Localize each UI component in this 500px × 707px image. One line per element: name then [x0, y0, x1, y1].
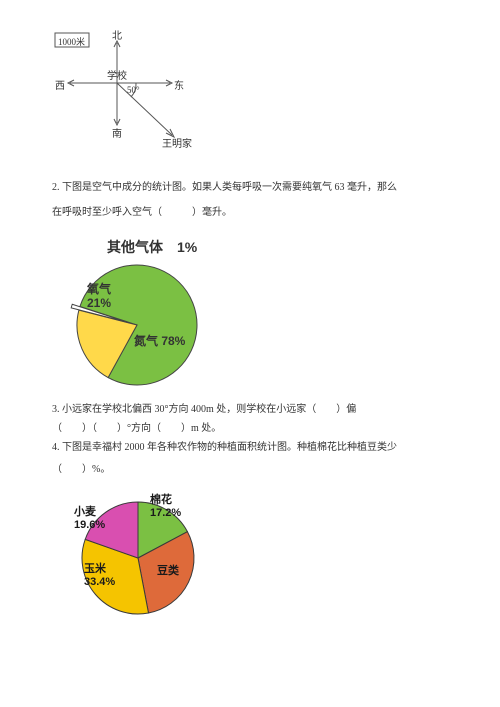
house-label: 王明家: [162, 135, 192, 150]
q2-line1: 2. 下图是空气中成分的统计图。如果人类每呼吸一次需要纯氧气 63 毫升，那么: [52, 177, 452, 198]
crops-pie-chart: 棉花 17.2%豆类玉米 33.4%小麦 19.6%: [62, 498, 262, 628]
south-label: 南: [112, 125, 122, 140]
school-label: 学校: [107, 67, 127, 82]
angle-label: 50°: [127, 85, 140, 95]
q2-line2: 在呼吸时至少呼入空气（ ）毫升。: [52, 202, 452, 223]
west-label: 西: [55, 77, 65, 92]
pie1-label-nitrogen: 氮气 78%: [134, 332, 185, 349]
scale-label: 1000米: [58, 35, 85, 48]
q4-line1: 4. 下图是幸福村 2000 年各种农作物的种植面积统计图。种植棉花比种植豆类少: [52, 440, 452, 456]
pie2-label: 玉米 33.4%: [84, 563, 115, 588]
pie2-label: 棉花 17.2%: [150, 494, 181, 519]
q3-line2: （ ）（ ）°方向（ ）m 处。: [52, 421, 452, 437]
east-label: 东: [174, 77, 184, 92]
q3-line1: 3. 小远家在学校北偏西 30°方向 400m 处，则学校在小远家（ ）偏: [52, 402, 452, 418]
q4-line2: （ ）%。: [52, 459, 452, 480]
pie1-svg: [62, 260, 242, 395]
north-label: 北: [112, 27, 122, 42]
pie2-label: 豆类: [157, 565, 179, 578]
pie1-label-oxygen: 氧气 21%: [87, 283, 111, 311]
pie1-title: 其他气体 1%: [107, 237, 262, 257]
pie2-label: 小麦 19.6%: [74, 506, 105, 531]
compass-diagram: 1000米 北 南 东 西 学校 50° 王明家: [52, 25, 222, 155]
air-pie-chart: 其他气体 1% 氮气 78% 氧气 21%: [62, 237, 262, 387]
